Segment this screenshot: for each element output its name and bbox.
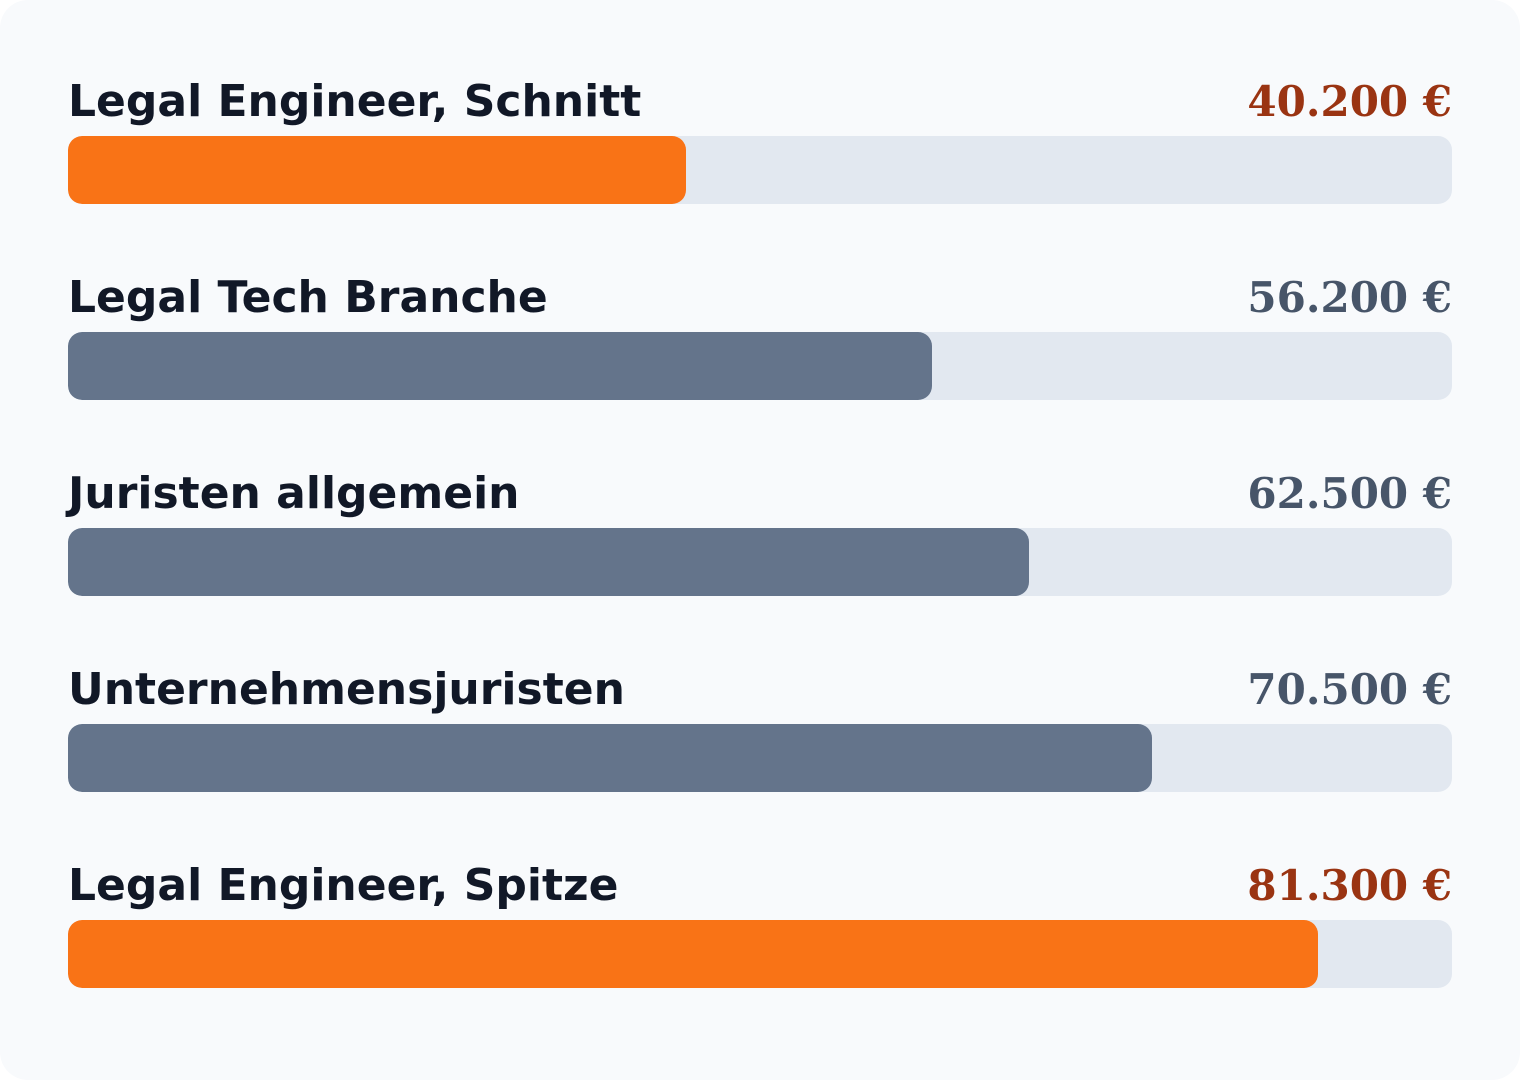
bar [68, 332, 933, 400]
bar-value-label: 40.200 € [1247, 77, 1452, 126]
bar [68, 724, 1153, 792]
bar-value-label: 56.200 € [1247, 273, 1452, 322]
bar-row: Juristen allgemein 62.500 € [68, 464, 1452, 596]
bar-track [68, 136, 1452, 204]
bar-label: Legal Tech Branche [68, 272, 548, 323]
bar-row: Legal Tech Branche 56.200 € [68, 268, 1452, 400]
bar-value-label: 81.300 € [1247, 861, 1452, 910]
bar-row: Legal Engineer, Spitze 81.300 € [68, 856, 1452, 988]
bar [68, 920, 1319, 988]
bar-label: Juristen allgemein [68, 468, 520, 519]
bar-row: Unternehmensjuristen 70.500 € [68, 660, 1452, 792]
bar [68, 528, 1030, 596]
bar-value-label: 70.500 € [1247, 665, 1452, 714]
bar-label: Legal Engineer, Spitze [68, 860, 619, 911]
bar-track [68, 920, 1452, 988]
bar-label: Legal Engineer, Schnitt [68, 76, 642, 127]
bar-list: Legal Engineer, Schnitt 40.200 € Legal T… [68, 72, 1452, 988]
bar-track [68, 332, 1452, 400]
bar-track [68, 724, 1452, 792]
bar-label: Unternehmensjuristen [68, 664, 625, 715]
bar [68, 136, 687, 204]
bar-track [68, 528, 1452, 596]
bar-row: Legal Engineer, Schnitt 40.200 € [68, 72, 1452, 204]
bar-value-label: 62.500 € [1247, 469, 1452, 518]
